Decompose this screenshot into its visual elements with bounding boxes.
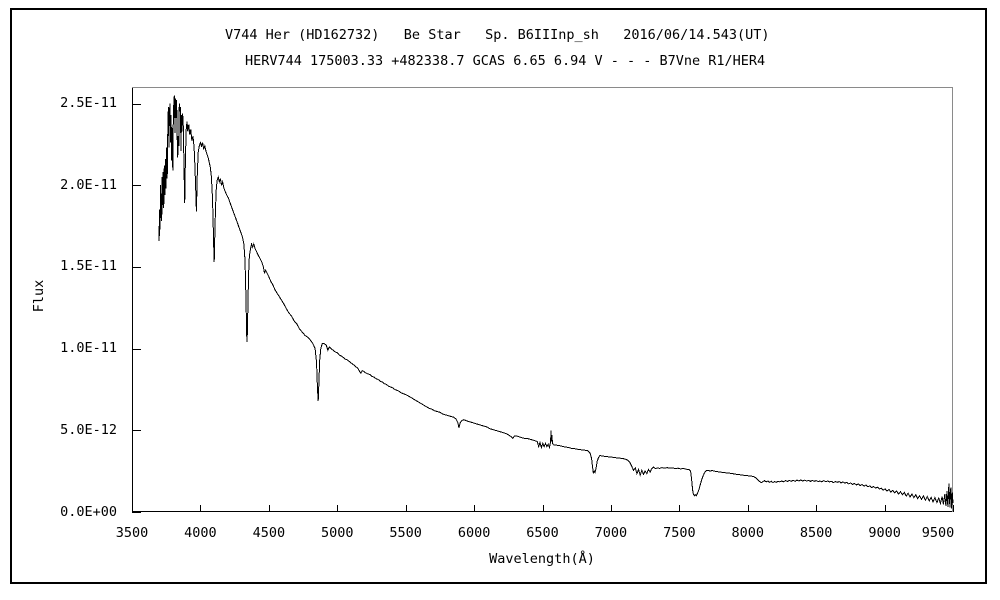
y-tick-label: 2.0E-11 [60, 176, 117, 193]
page-border [10, 8, 987, 584]
x-axis-label: Wavelength(Å) [489, 551, 595, 567]
x-tick-label: 3500 [115, 525, 149, 541]
x-tick-label: 5000 [320, 525, 354, 541]
x-tick-label: 6500 [526, 525, 559, 541]
x-tick-label: 9000 [868, 525, 901, 541]
x-tick-label: 8000 [731, 525, 764, 541]
spectrum-curve [158, 95, 954, 509]
x-tick-label: 4500 [252, 525, 286, 541]
x-tick-label: 4000 [184, 525, 217, 541]
x-tick-label: 7500 [663, 525, 696, 541]
x-tick-label: 6000 [457, 525, 491, 541]
y-tick-label: 1.0E-11 [60, 340, 117, 357]
y-tick-label: 1.5E-11 [60, 258, 117, 275]
x-tick-label: 5500 [389, 525, 422, 541]
chart-title-line1: V744 Her (HD162732) Be Star Sp. B6IIInp_… [225, 27, 770, 43]
x-tick-label: 8500 [799, 525, 833, 541]
x-tick-label: 7000 [594, 525, 628, 541]
x-tick-label: 9500 [921, 525, 955, 541]
y-tick-label: 0.0E+00 [60, 503, 117, 520]
y-axis-label: Flux [31, 279, 47, 313]
y-tick-label: 5.0E-12 [60, 421, 117, 438]
y-tick-label: 2.5E-11 [60, 95, 117, 111]
chart-title-line2: HERV744 175003.33 +482338.7 GCAS 6.65 6.… [245, 53, 766, 69]
